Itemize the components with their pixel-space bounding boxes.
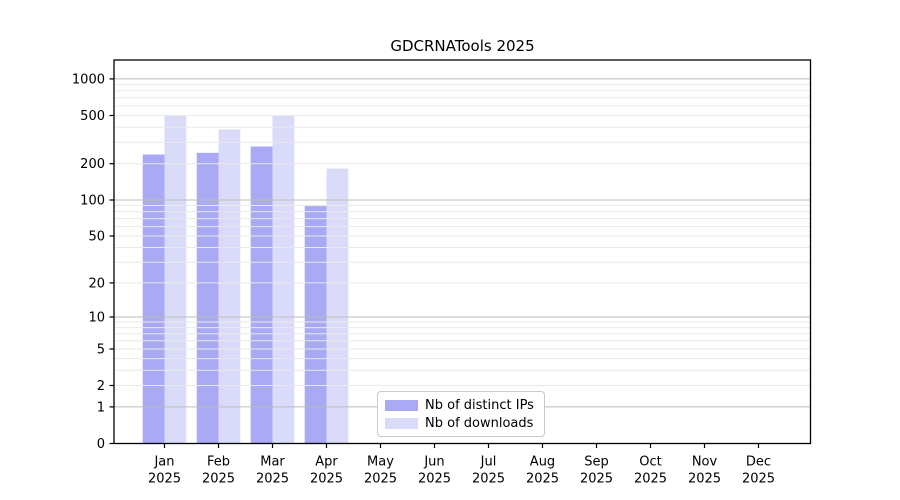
legend-label-distinct-ips: Nb of distinct IPs — [425, 397, 534, 413]
legend-swatch-downloads-icon — [385, 417, 418, 429]
x-tick-label-month-may: May — [367, 455, 394, 470]
x-tick-label-month-jun: Jun — [423, 455, 444, 470]
x-tick-label-year-oct: 2025 — [634, 472, 667, 487]
legend-swatch-distinct-ips-icon — [385, 399, 418, 411]
x-tick-label-month-feb: Feb — [207, 455, 230, 470]
y-tick-label-1: 1 — [97, 400, 105, 415]
x-tick-label-year-jun: 2025 — [418, 472, 451, 487]
bar-ips-mar — [250, 146, 273, 444]
x-tick-label-month-nov: Nov — [692, 455, 718, 470]
x-tick-label-year-feb: 2025 — [202, 472, 235, 487]
bar-downloads-feb — [218, 129, 241, 444]
x-tick-label-month-sep: Sep — [584, 455, 609, 470]
y-tick-label-1000: 1000 — [72, 72, 105, 87]
x-tick-label-year-aug: 2025 — [526, 472, 559, 487]
y-tick-label-5: 5 — [97, 343, 105, 358]
bar-downloads-mar — [272, 115, 295, 444]
y-tick-label-0: 0 — [97, 437, 105, 452]
y-tick-label-100: 100 — [80, 194, 105, 209]
y-tick-label-500: 500 — [80, 109, 105, 124]
y-tick-label-200: 200 — [80, 157, 105, 172]
x-tick-label-year-jan: 2025 — [148, 472, 181, 487]
x-tick-label-month-jul: Jul — [480, 455, 497, 470]
x-tick-label-year-jul: 2025 — [472, 472, 505, 487]
axis-frame — [113, 59, 812, 445]
bar-ips-apr — [304, 206, 327, 444]
x-tick-label-month-apr: Apr — [315, 455, 338, 470]
y-tick-label-2: 2 — [97, 379, 105, 394]
legend-item-downloads: Nb of downloads — [385, 416, 544, 431]
bar-downloads-jan — [164, 115, 187, 444]
x-tick-label-month-oct: Oct — [639, 455, 661, 470]
x-tick-label-month-jan: Jan — [153, 455, 174, 470]
bar-ips-jan — [142, 154, 165, 444]
chart-title: GDCRNATools 2025 — [390, 37, 535, 55]
x-tick-label-year-nov: 2025 — [688, 472, 721, 487]
bar-downloads-apr — [326, 168, 349, 444]
x-tick-label-year-apr: 2025 — [310, 472, 343, 487]
x-tick-label-year-sep: 2025 — [580, 472, 613, 487]
x-tick-label-month-dec: Dec — [746, 455, 771, 470]
x-tick-label-year-mar: 2025 — [256, 472, 289, 487]
y-tick-label-10: 10 — [88, 311, 105, 326]
x-tick-label-month-mar: Mar — [260, 455, 285, 470]
x-tick-label-month-aug: Aug — [530, 455, 555, 470]
x-tick-label-year-may: 2025 — [364, 472, 397, 487]
legend-item-distinct-ips: Nb of distinct IPs — [385, 398, 544, 413]
y-tick-label-20: 20 — [88, 276, 105, 291]
y-tick-label-50: 50 — [88, 230, 105, 245]
bar-ips-feb — [196, 152, 219, 444]
legend: Nb of distinct IPs Nb of downloads — [377, 391, 545, 437]
legend-label-downloads: Nb of downloads — [425, 415, 534, 431]
x-tick-label-year-dec: 2025 — [742, 472, 775, 487]
